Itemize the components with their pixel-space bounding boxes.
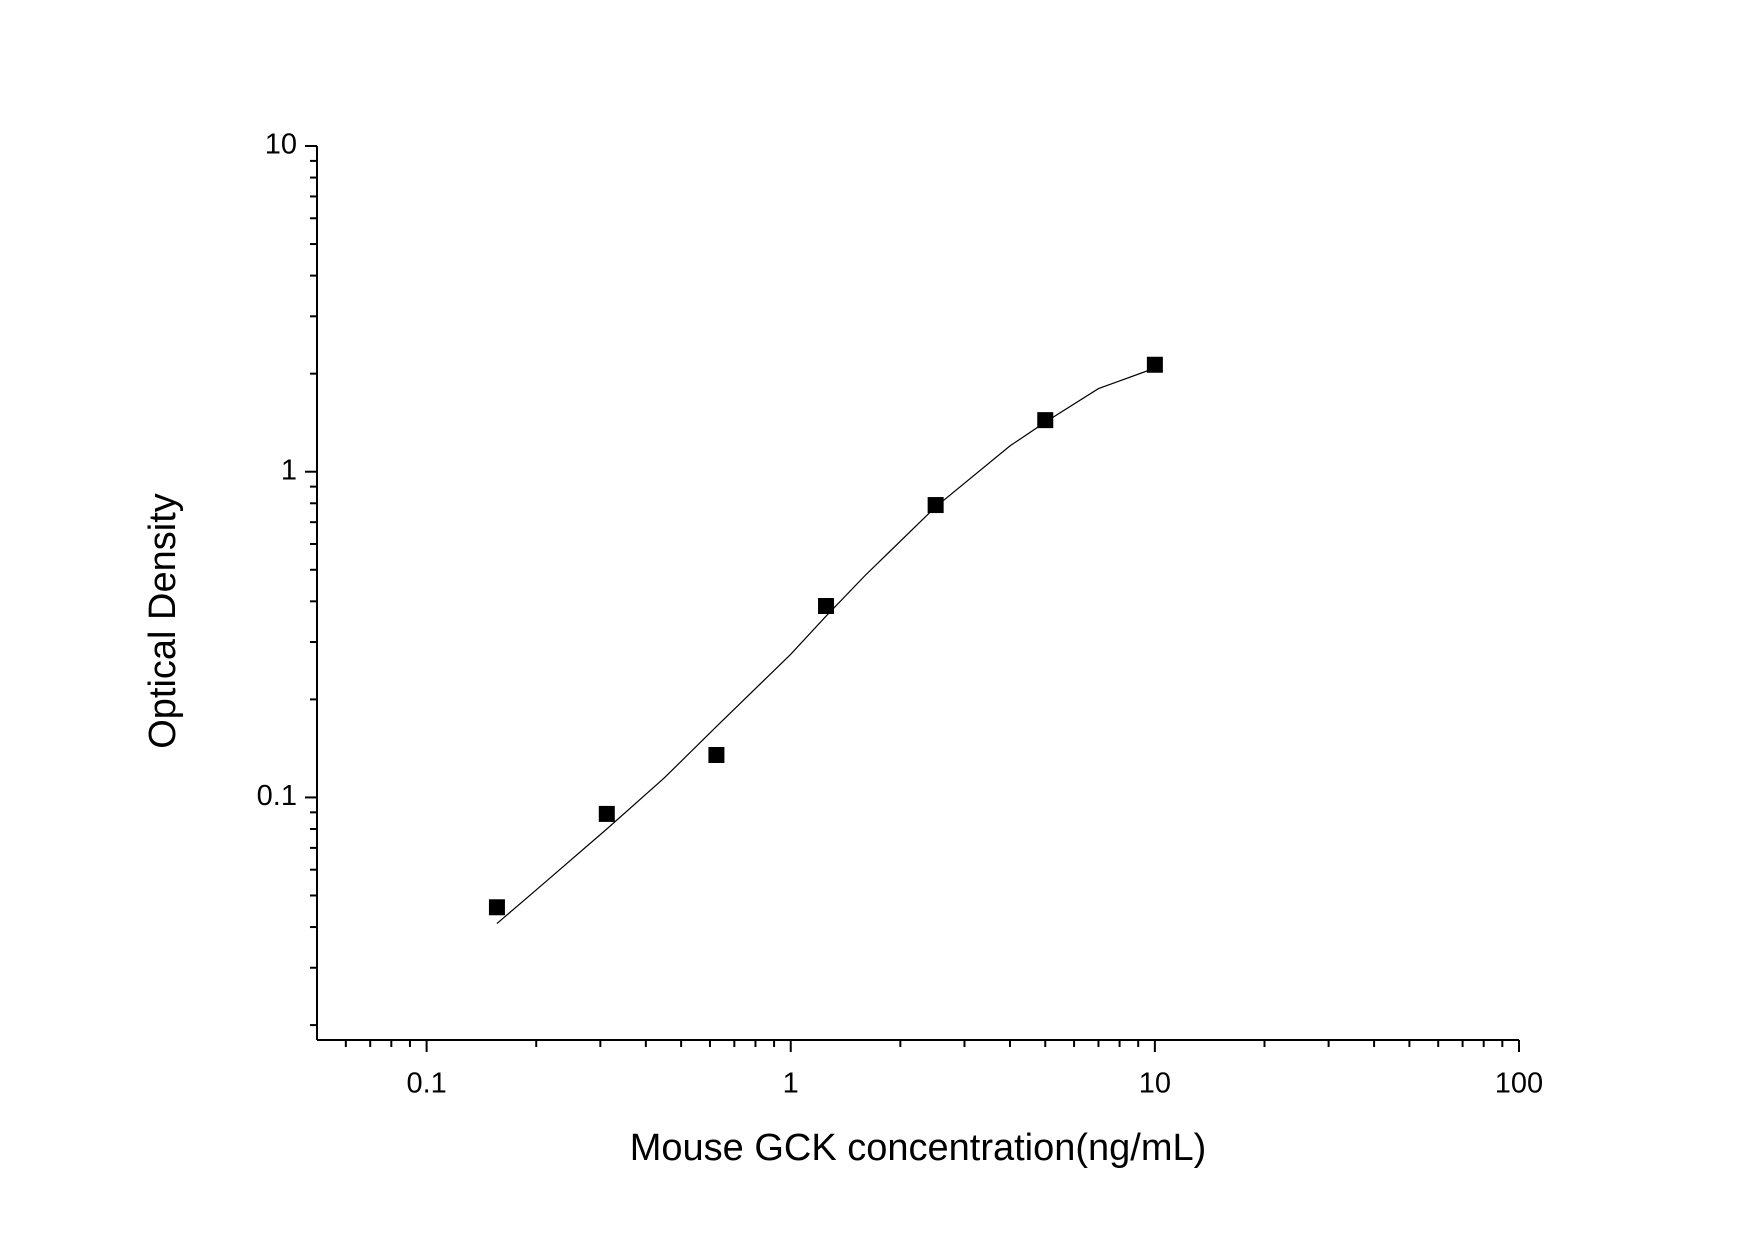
data-point (1146, 356, 1163, 373)
x-tick-label: 100 (1495, 1068, 1543, 1100)
y-axis-title: Optical Density (142, 493, 184, 749)
x-tick-label: 10 (1139, 1068, 1171, 1100)
x-tick-label: 0.1 (406, 1068, 446, 1100)
x-axis-title: Mouse GCK concentration(ng/mL) (630, 1127, 1207, 1169)
y-tick-label: 10 (265, 129, 297, 161)
fit-curve (496, 367, 1156, 925)
data-point (818, 598, 835, 615)
data-point (927, 497, 944, 514)
data-point (708, 746, 725, 763)
data-point (598, 805, 615, 822)
data-point (488, 899, 505, 916)
y-tick-label: 0.1 (257, 780, 297, 812)
y-tick-label: 1 (281, 454, 297, 486)
x-tick-label: 1 (783, 1068, 799, 1100)
